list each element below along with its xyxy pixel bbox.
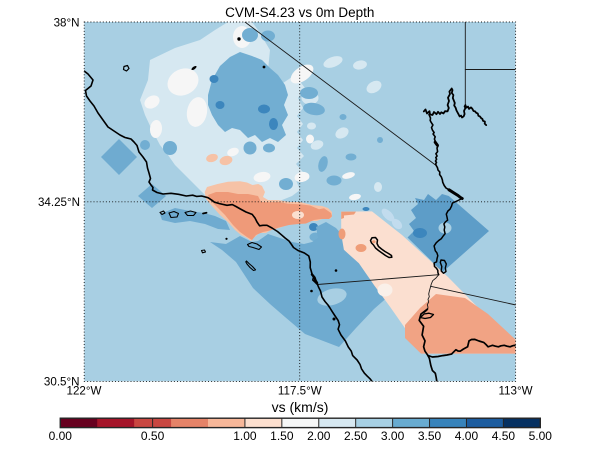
svg-text:5.00: 5.00 (529, 429, 553, 443)
svg-text:34.25°N: 34.25°N (38, 196, 80, 209)
svg-text:4.50: 4.50 (492, 429, 516, 443)
svg-text:117.5°W: 117.5°W (278, 384, 322, 397)
svg-text:4.00: 4.00 (455, 429, 479, 443)
svg-text:2.50: 2.50 (344, 429, 368, 443)
svg-text:38°N: 38°N (54, 16, 80, 29)
svg-text:3.00: 3.00 (381, 429, 405, 443)
svg-text:113°W: 113°W (498, 384, 532, 397)
svg-text:1.50: 1.50 (270, 429, 294, 443)
svg-text:2.00: 2.00 (307, 429, 331, 443)
svg-text:0.50: 0.50 (141, 429, 165, 443)
svg-text:122°W: 122°W (67, 384, 102, 397)
svg-text:0.00: 0.00 (49, 429, 73, 443)
svg-text:30.5°N: 30.5°N (44, 376, 80, 389)
svg-text:1.00: 1.00 (233, 429, 257, 443)
svg-text:CVM-S4.23 vs 0m Depth: CVM-S4.23 vs 0m Depth (225, 5, 374, 20)
svg-text:3.50: 3.50 (418, 429, 442, 443)
svg-text:vs (km/s): vs (km/s) (272, 399, 329, 415)
